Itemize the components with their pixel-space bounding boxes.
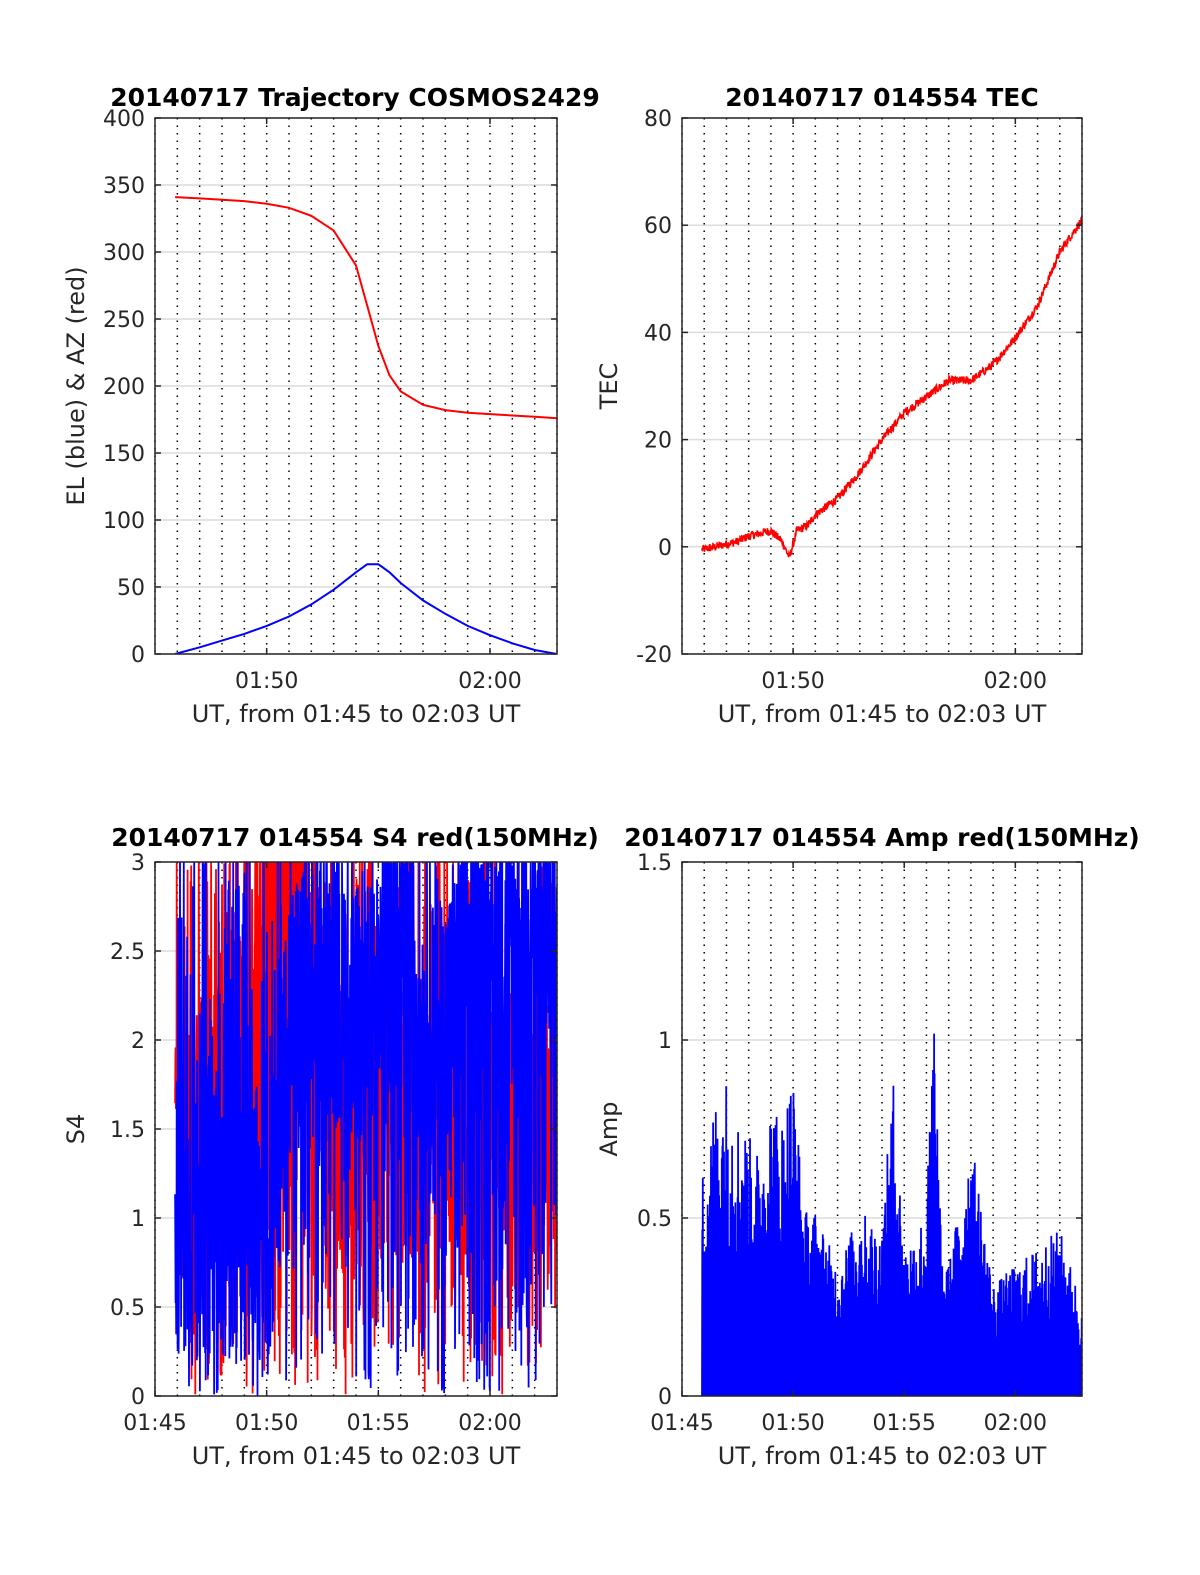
y-tick-label: 3 bbox=[131, 851, 145, 876]
x-axis-label: UT, from 01:45 to 02:03 UT bbox=[192, 700, 521, 728]
y-axis-label: S4 bbox=[62, 1114, 90, 1145]
y-tick-label: 0.5 bbox=[110, 1296, 145, 1321]
x-tick-label: 01:50 bbox=[761, 1411, 824, 1436]
y-tick-label: 400 bbox=[103, 107, 145, 132]
x-tick-label: 02:00 bbox=[984, 669, 1047, 694]
chart-title: 20140717 Trajectory COSMOS2429 bbox=[110, 83, 600, 112]
x-tick-label: 01:50 bbox=[235, 669, 298, 694]
series-group bbox=[701, 215, 1082, 558]
x-tick-label: 01:50 bbox=[235, 1411, 298, 1436]
x-axis-label: UT, from 01:45 to 02:03 UT bbox=[192, 1442, 521, 1470]
y-tick-label: 40 bbox=[644, 321, 672, 346]
chart-title: 20140717 014554 S4 red(150MHz) bbox=[111, 823, 599, 852]
chart-title: 20140717 014554 Amp red(150MHz) bbox=[624, 823, 1140, 852]
chart-panel-2: -20 0 20 40 60 80 01:50 02:00 20140717 014554 TE… bbox=[595, 83, 1083, 728]
y-tick-label: 60 bbox=[644, 214, 672, 239]
series-line-1 bbox=[701, 1033, 1082, 1396]
y-tick-label: 20 bbox=[644, 429, 672, 454]
series-group bbox=[701, 1033, 1082, 1396]
x-tick-label: 02:00 bbox=[984, 1411, 1047, 1436]
x-tick-label: 01:45 bbox=[650, 1411, 713, 1436]
series-line-2 bbox=[174, 563, 557, 654]
series-line-1 bbox=[701, 215, 1082, 558]
x-axis-label: UT, from 01:45 to 02:03 UT bbox=[718, 1442, 1047, 1470]
x-tick-label: 01:45 bbox=[123, 1411, 186, 1436]
chart-title: 20140717 014554 TEC bbox=[725, 83, 1038, 112]
y-tick-label: 80 bbox=[644, 107, 672, 132]
chart-panel-3: 0 0.5 1 1.5 2 2.5 3 01:45 01:50 01:55 02:00 2014071… bbox=[62, 823, 599, 1470]
y-tick-label: 2.5 bbox=[110, 940, 145, 965]
chart-panel-1: 0 50 100 150 200 250 300 350 400 01:50 02:00 201407… bbox=[62, 83, 600, 728]
axes-frame bbox=[681, 861, 1083, 1397]
y-tick-label: 150 bbox=[103, 442, 145, 467]
x-tick-label: 02:00 bbox=[458, 1411, 521, 1436]
y-tick-label: -20 bbox=[636, 643, 672, 668]
x-tick-label: 01:55 bbox=[873, 1411, 936, 1436]
y-tick-label: 0 bbox=[131, 1385, 145, 1410]
series-line-1 bbox=[175, 196, 557, 420]
y-tick-label: 0.5 bbox=[637, 1207, 672, 1232]
y-tick-label: 350 bbox=[103, 174, 145, 199]
y-tick-label: 1 bbox=[131, 1207, 145, 1232]
y-tick-label: 50 bbox=[117, 576, 145, 601]
x-tick-label: 02:00 bbox=[458, 669, 521, 694]
y-tick-label: 2 bbox=[131, 1029, 145, 1054]
y-tick-label: 1.5 bbox=[110, 1118, 145, 1143]
series-group bbox=[174, 196, 557, 654]
x-tick-label: 01:55 bbox=[347, 1411, 410, 1436]
y-axis-label: Amp bbox=[595, 1101, 623, 1156]
y-tick-label: 0 bbox=[658, 536, 672, 561]
y-axis-label: EL (blue) & AZ (red) bbox=[62, 266, 90, 505]
chart-panel-4: 0 0.5 1 1.5 01:45 01:50 01:55 02:00 20140717 014… bbox=[595, 823, 1140, 1470]
y-tick-label: 0 bbox=[658, 1385, 672, 1410]
series-line-2 bbox=[174, 862, 557, 1396]
x-axis-label: UT, from 01:45 to 02:03 UT bbox=[718, 700, 1047, 728]
series-group bbox=[174, 862, 557, 1396]
y-tick-label: 200 bbox=[103, 375, 145, 400]
x-tick-label: 01:50 bbox=[761, 669, 824, 694]
plot-area bbox=[682, 118, 1082, 654]
y-axis-label: TEC bbox=[595, 363, 623, 411]
axes-frame bbox=[681, 117, 1083, 655]
y-tick-label: 1.5 bbox=[637, 851, 672, 876]
y-tick-label: 100 bbox=[103, 509, 145, 534]
y-tick-label: 300 bbox=[103, 241, 145, 266]
y-tick-label: 0 bbox=[131, 643, 145, 668]
y-tick-label: 250 bbox=[103, 308, 145, 333]
y-tick-label: 1 bbox=[658, 1029, 672, 1054]
